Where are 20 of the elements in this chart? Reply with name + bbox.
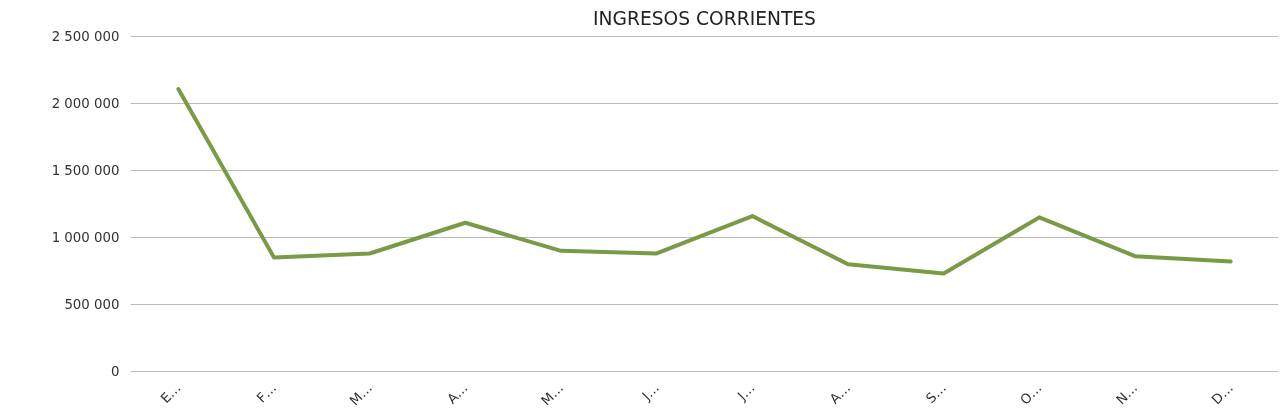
x-tick-label: A… xyxy=(444,380,471,407)
x-tick-label: M… xyxy=(538,380,567,409)
y-tick-label: 2 000 000 xyxy=(51,96,120,112)
y-tick-label: 1 000 000 xyxy=(51,229,120,245)
y-tick-label: 2 500 000 xyxy=(51,29,120,45)
x-tick-label: N… xyxy=(1113,380,1141,408)
x-tick-label: S… xyxy=(922,380,949,407)
x-tick-label: A… xyxy=(826,380,854,407)
x-tick-label: D… xyxy=(1208,380,1236,408)
x-tick-label: M… xyxy=(346,380,375,409)
y-tick-label: 1 500 000 xyxy=(51,163,120,179)
chart-title: INGRESOS CORRIENTES xyxy=(593,7,816,29)
x-tick-label: J… xyxy=(638,380,662,404)
x-tick-label: J… xyxy=(734,380,758,404)
x-tick-label: E… xyxy=(157,380,184,407)
x-tick-label: O… xyxy=(1017,380,1045,408)
line-series xyxy=(176,87,1233,276)
x-tick-label: F… xyxy=(253,380,280,406)
y-tick-label: 0 xyxy=(111,363,120,379)
y-tick-label: 500 000 xyxy=(64,296,120,312)
